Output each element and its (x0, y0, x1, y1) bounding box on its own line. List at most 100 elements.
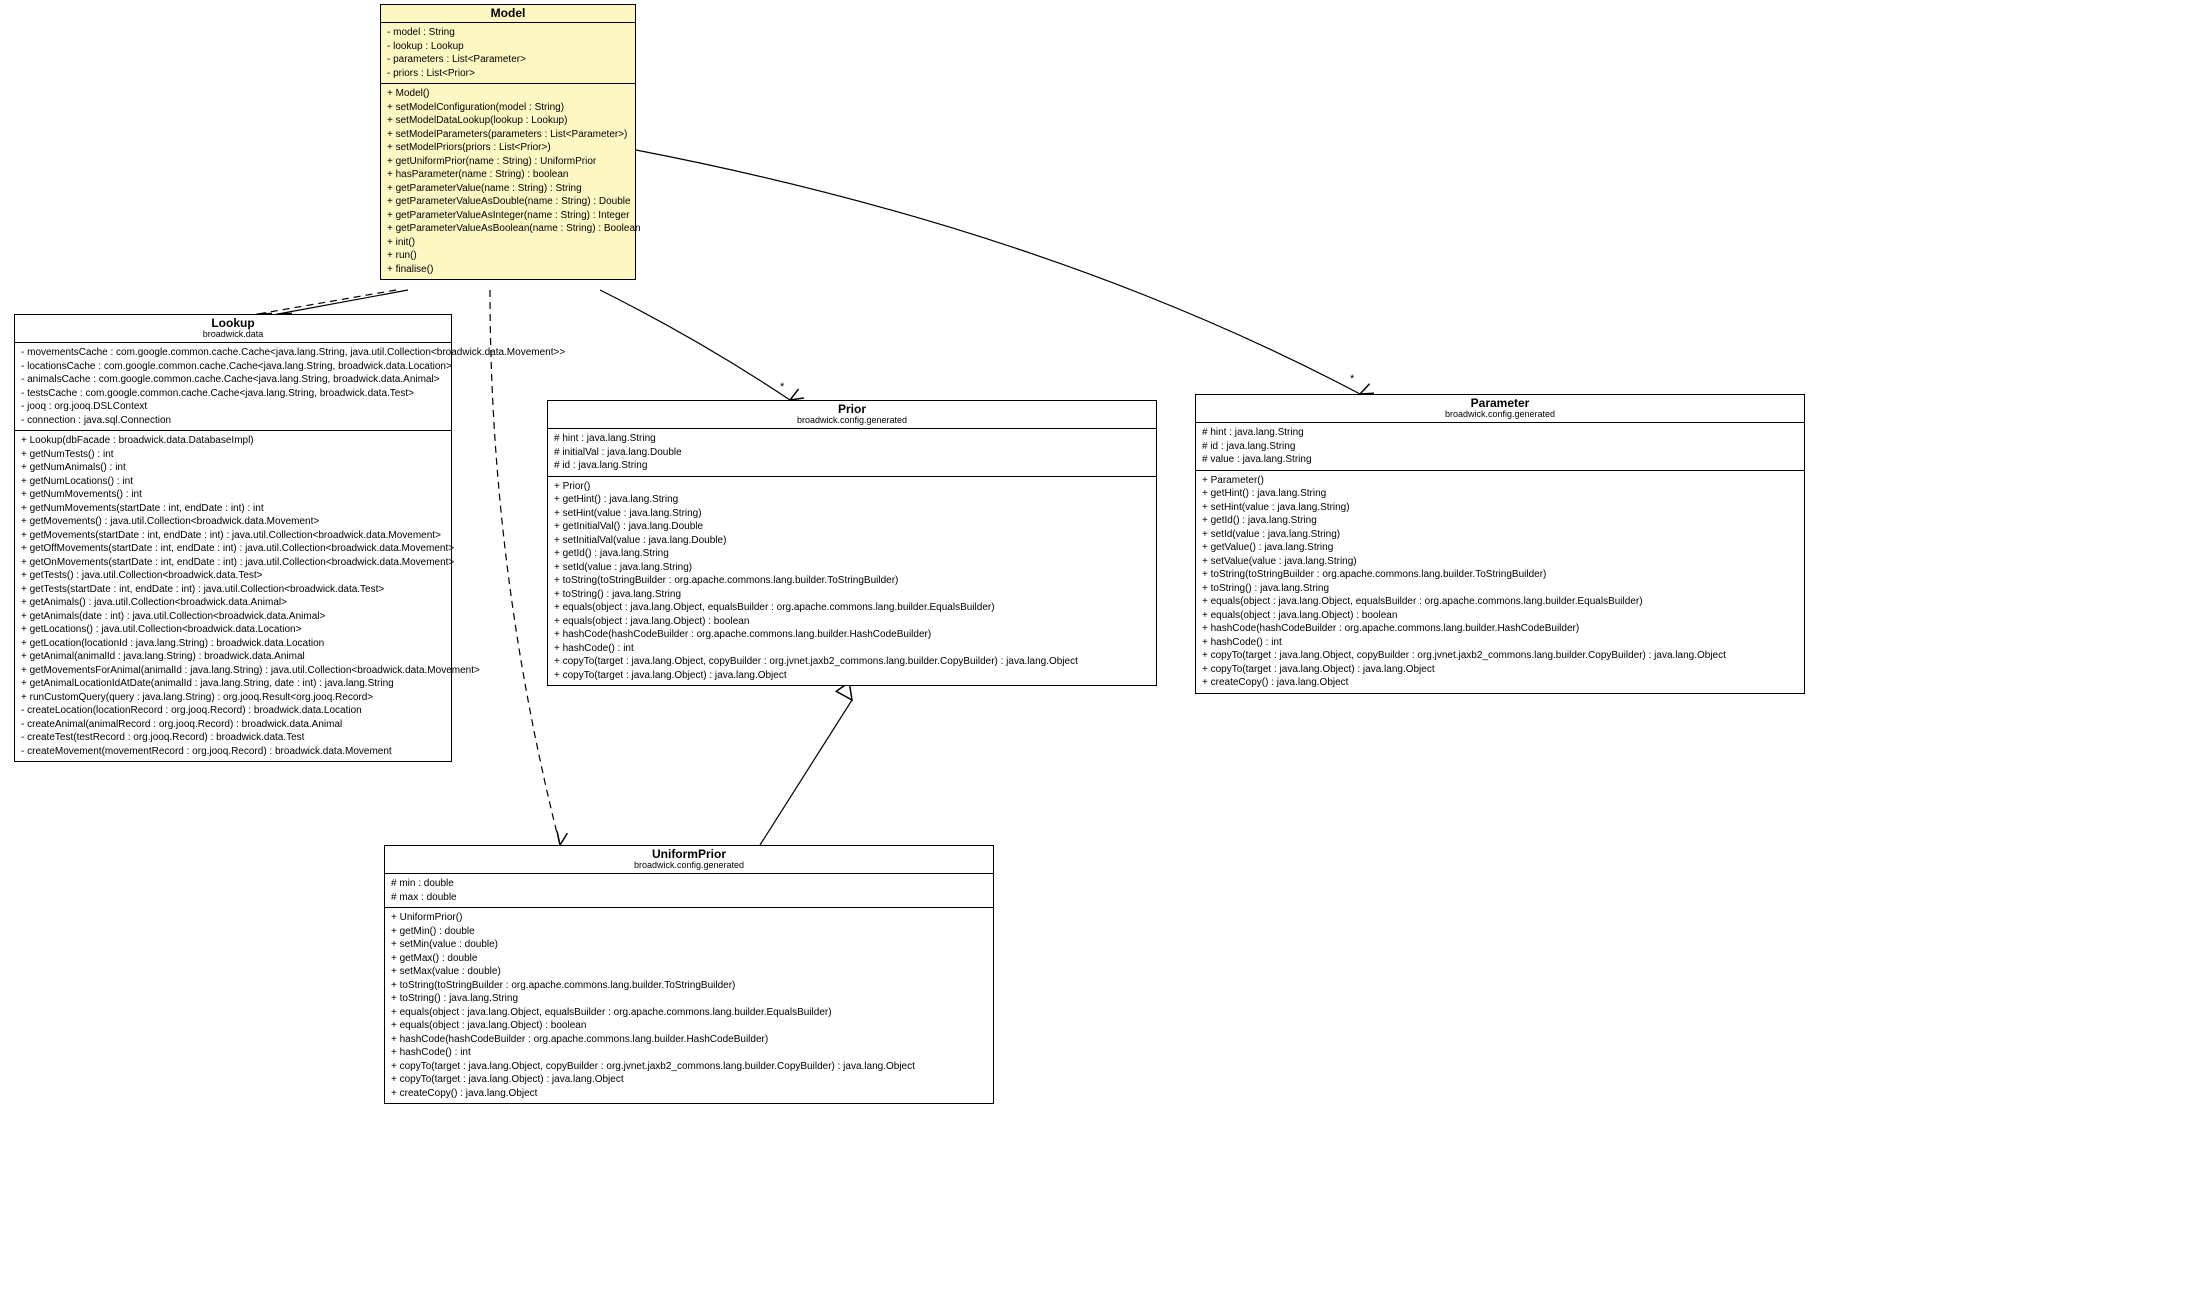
operations-section: + UniformPrior()+ getMin() : double+ set… (385, 908, 993, 1103)
operation: + setModelParameters(parameters : List<P… (387, 128, 629, 142)
operation: + getTests() : java.util.Collection<broa… (21, 569, 445, 583)
operation: + getNumTests() : int (21, 448, 445, 462)
operation: - createAnimal(animalRecord : org.jooq.R… (21, 718, 445, 732)
operations-section: + Parameter()+ getHint() : java.lang.Str… (1196, 471, 1804, 693)
class-lookup: Lookup broadwick.data - movementsCache :… (14, 314, 452, 762)
class-model: Model - model : String- lookup : Lookup-… (380, 4, 636, 280)
operation: + copyTo(target : java.lang.Object) : ja… (554, 669, 1150, 683)
operation: + Model() (387, 87, 629, 101)
operation: + getParameterValueAsInteger(name : Stri… (387, 209, 629, 223)
operation: + createCopy() : java.lang.Object (1202, 676, 1798, 690)
operation: + Parameter() (1202, 474, 1798, 488)
operation: + copyTo(target : java.lang.Object) : ja… (1202, 663, 1798, 677)
uniformprior-gen-prior (760, 700, 852, 845)
uml-canvas: ** Model - model : String- lookup : Look… (0, 0, 2195, 1309)
operation: + getAnimalLocationIdAtDate(animalId : j… (21, 677, 445, 691)
attribute: - connection : java.sql.Connection (21, 414, 445, 428)
attribute: - model : String (387, 26, 629, 40)
attribute: # hint : java.lang.String (554, 432, 1150, 446)
class-title: Parameter broadwick.config.generated (1196, 395, 1804, 423)
attribute: - animalsCache : com.google.common.cache… (21, 373, 445, 387)
operation: + getValue() : java.lang.String (1202, 541, 1798, 555)
class-name: Model (387, 7, 629, 20)
operation: + getParameterValueAsDouble(name : Strin… (387, 195, 629, 209)
operation: + setHint(value : java.lang.String) (1202, 501, 1798, 515)
attribute: # initialVal : java.lang.Double (554, 446, 1150, 460)
operation: + setHint(value : java.lang.String) (554, 507, 1150, 521)
attribute: - testsCache : com.google.common.cache.C… (21, 387, 445, 401)
operation: + getHint() : java.lang.String (1202, 487, 1798, 501)
operation: + run() (387, 249, 629, 263)
operation: + copyTo(target : java.lang.Object, copy… (391, 1060, 987, 1074)
operation: + getParameterValue(name : String) : Str… (387, 182, 629, 196)
model-to-parameter-assoc (636, 150, 1360, 394)
operation: + finalise() (387, 263, 629, 277)
attributes-section: # min : double# max : double (385, 874, 993, 908)
class-title: UniformPrior broadwick.config.generated (385, 846, 993, 874)
attribute: # id : java.lang.String (554, 459, 1150, 473)
operation: + toString() : java.lang.String (554, 588, 1150, 602)
operation: + setValue(value : java.lang.String) (1202, 555, 1798, 569)
operation: + setModelConfiguration(model : String) (387, 101, 629, 115)
operation: + copyTo(target : java.lang.Object, copy… (1202, 649, 1798, 663)
attribute: - movementsCache : com.google.common.cac… (21, 346, 445, 360)
operation: + UniformPrior() (391, 911, 987, 925)
attribute: # id : java.lang.String (1202, 440, 1798, 454)
operation: + Lookup(dbFacade : broadwick.data.Datab… (21, 434, 445, 448)
operation: + hashCode() : int (391, 1046, 987, 1060)
operation: + setModelPriors(priors : List<Prior>) (387, 141, 629, 155)
attribute: - parameters : List<Parameter> (387, 53, 629, 67)
multiplicity-label: * (1350, 373, 1355, 385)
class-package: broadwick.config.generated (1202, 410, 1798, 420)
attribute: - priors : List<Prior> (387, 67, 629, 81)
operation: + getInitialVal() : java.lang.Double (554, 520, 1150, 534)
operation: + equals(object : java.lang.Object, equa… (554, 601, 1150, 615)
operation: + getOnMovements(startDate : int, endDat… (21, 556, 445, 570)
operation: + getNumLocations() : int (21, 475, 445, 489)
operation: + getMax() : double (391, 952, 987, 966)
attributes-section: - movementsCache : com.google.common.cac… (15, 343, 451, 431)
operation: + getAnimals(date : int) : java.util.Col… (21, 610, 445, 624)
operation: + setMax(value : double) (391, 965, 987, 979)
class-title: Model (381, 5, 635, 23)
operation: + getHint() : java.lang.String (554, 493, 1150, 507)
operation: + setMin(value : double) (391, 938, 987, 952)
model-to-lookup-assoc (278, 290, 408, 314)
operations-section: + Prior()+ getHint() : java.lang.String+… (548, 477, 1156, 686)
operation: + toString(toStringBuilder : org.apache.… (391, 979, 987, 993)
model-to-prior-assoc (600, 290, 790, 400)
class-package: broadwick.data (21, 330, 445, 340)
operation: + equals(object : java.lang.Object, equa… (391, 1006, 987, 1020)
operation: + setInitialVal(value : java.lang.Double… (554, 534, 1150, 548)
operation: - createMovement(movementRecord : org.jo… (21, 745, 445, 759)
operation: + init() (387, 236, 629, 250)
attribute: - lookup : Lookup (387, 40, 629, 54)
operation: + equals(object : java.lang.Object) : bo… (1202, 609, 1798, 623)
class-title: Lookup broadwick.data (15, 315, 451, 343)
operation: + toString() : java.lang.String (1202, 582, 1798, 596)
operation: + Prior() (554, 480, 1150, 494)
operation: + equals(object : java.lang.Object) : bo… (554, 615, 1150, 629)
attribute: # value : java.lang.String (1202, 453, 1798, 467)
operation: + hashCode() : int (554, 642, 1150, 656)
operation: + getNumMovements(startDate : int, endDa… (21, 502, 445, 516)
class-parameter: Parameter broadwick.config.generated # h… (1195, 394, 1805, 694)
operation: + getLocation(locationId : java.lang.Str… (21, 637, 445, 651)
operation: + getId() : java.lang.String (1202, 514, 1798, 528)
class-title: Prior broadwick.config.generated (548, 401, 1156, 429)
operation: + toString() : java.lang.String (391, 992, 987, 1006)
model-to-lookup-dep (258, 290, 396, 314)
operation: + getUniformPrior(name : String) : Unifo… (387, 155, 629, 169)
operation: + hashCode(hashCodeBuilder : org.apache.… (554, 628, 1150, 642)
operation: + hashCode() : int (1202, 636, 1798, 650)
operation: + setId(value : java.lang.String) (1202, 528, 1798, 542)
operation: + getNumAnimals() : int (21, 461, 445, 475)
operation: + getTests(startDate : int, endDate : in… (21, 583, 445, 597)
operations-section: + Lookup(dbFacade : broadwick.data.Datab… (15, 431, 451, 761)
operation: + setId(value : java.lang.String) (554, 561, 1150, 575)
operation: + hasParameter(name : String) : boolean (387, 168, 629, 182)
class-package: broadwick.config.generated (554, 416, 1150, 426)
operation: + toString(toStringBuilder : org.apache.… (554, 574, 1150, 588)
class-package: broadwick.config.generated (391, 861, 987, 871)
operation: + getMovements(startDate : int, endDate … (21, 529, 445, 543)
